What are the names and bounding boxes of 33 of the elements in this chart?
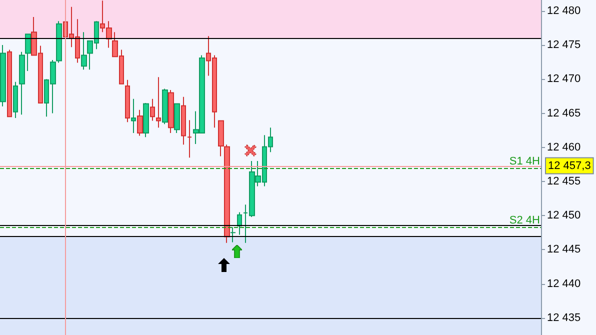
candlestick [19,51,25,116]
candlestick [150,98,155,122]
y-tick-label: 12 465 [547,107,581,120]
candlestick [56,20,62,64]
candlestick [174,103,180,134]
candlestick [187,120,192,158]
ref-line-label: S1 4H [509,155,540,168]
candlestick [13,81,18,119]
y-tick-label: 12 460 [547,141,581,154]
candlestick [168,90,174,134]
ref-line-label: S2 4H [509,214,540,227]
y-tick-label: 12 450 [547,210,581,222]
candlestick [143,102,149,138]
candlestick [125,79,130,123]
y-tick-label: 12 480 [547,4,581,17]
candlestick [181,96,186,146]
candlestick [137,109,143,136]
candlestick [230,226,236,243]
ref-line-label: 12 457,3 [548,160,591,172]
candlestick [156,76,161,128]
y-tick-label: 12 455 [547,175,581,188]
candlestick [25,34,31,72]
candlestick [237,212,242,236]
y-tick-label: 12 470 [547,73,581,86]
candlestick [0,44,6,107]
y-tick-label: 12 445 [547,244,581,256]
y-tick-label: 12 475 [547,39,581,52]
candlestick [7,49,12,118]
y-tick-label: 12 440 [547,278,581,290]
candlestick [131,98,136,134]
candlestick [162,88,168,125]
y-tick-label: 12 435 [547,312,581,324]
candlestick [81,32,87,70]
